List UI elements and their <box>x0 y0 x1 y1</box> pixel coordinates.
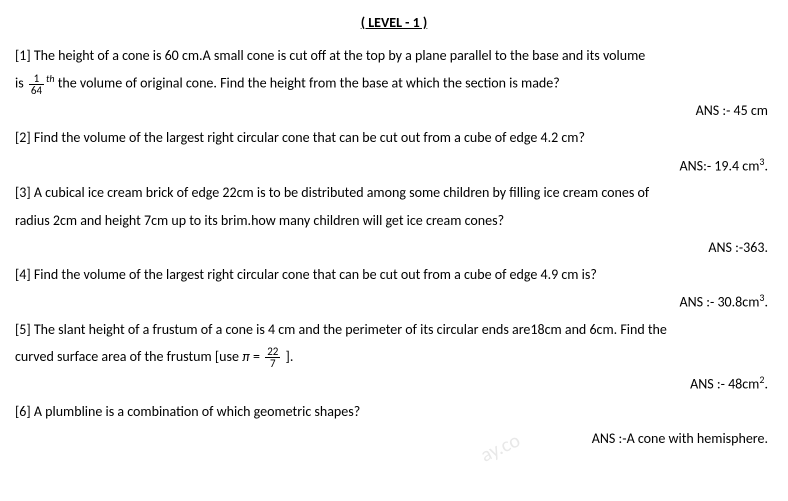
q1-sup: th <box>46 72 55 85</box>
q5-text: The slant height of a frustum of a cone … <box>34 321 667 338</box>
q3-num: [3] <box>15 184 31 201</box>
question-2: [2] Find the volume of the largest right… <box>15 125 773 150</box>
q1-l2-post: the volume of original cone. Find the he… <box>58 75 560 92</box>
q1-frac-den: 64 <box>29 85 44 96</box>
q5-l2-post: ]. <box>282 348 293 365</box>
question-1-line2: is 1 64 th the volume of original cone. … <box>15 70 773 96</box>
q2-num: [2] <box>15 129 31 146</box>
q4-text: Find the volume of the largest right cir… <box>34 266 597 283</box>
q5-num: [5] <box>15 321 31 338</box>
q6-num: [6] <box>15 403 31 420</box>
q3-text: A cubical ice cream brick of edge 22cm i… <box>34 184 649 201</box>
a5-post: . <box>764 376 768 393</box>
q1-l2-pre: is <box>15 75 24 92</box>
answer-6: ANS :-A cone with hemisphere. <box>15 426 773 451</box>
question-5: [5] The slant height of a frustum of a c… <box>15 317 773 342</box>
question-3: [3] A cubical ice cream brick of edge 22… <box>15 180 773 205</box>
q2-text: Find the volume of the largest right cir… <box>34 129 585 146</box>
q1-text: The height of a cone is 60 cm.A small co… <box>34 47 645 64</box>
q4-num: [4] <box>15 266 31 283</box>
q5-eq: = <box>250 348 263 365</box>
q1-num: [1] <box>15 47 31 64</box>
level-title: ( LEVEL - 1 ) <box>15 10 773 35</box>
q1-fraction: 1 64 <box>29 73 44 96</box>
q3-l2: radius 2cm and height 7cm up to its brim… <box>15 212 504 229</box>
question-6: [6] A plumbline is a combination of whic… <box>15 399 773 424</box>
q5-l2-pre: curved surface area of the frustum [use <box>15 348 242 365</box>
a4-post: . <box>764 294 768 311</box>
question-3-line2: radius 2cm and height 7cm up to its brim… <box>15 208 773 233</box>
question-5-line2: curved surface area of the frustum [use … <box>15 344 773 369</box>
answer-1: ANS :- 45 cm <box>15 98 773 123</box>
q5-fraction: 22 7 <box>265 346 280 369</box>
q5-pi: π <box>242 348 250 365</box>
a5-text: ANS :- 48cm <box>690 376 759 393</box>
a2-post: . <box>764 157 768 174</box>
answer-3: ANS :-363. <box>15 235 773 260</box>
a2-text: ANS:- 19.4 cm <box>680 157 760 174</box>
a4-text: ANS :- 30.8cm <box>680 294 760 311</box>
question-4: [4] Find the volume of the largest right… <box>15 262 773 287</box>
q6-text: A plumbline is a combination of which ge… <box>34 403 360 420</box>
answer-2: ANS:- 19.4 cm3. <box>15 153 773 179</box>
question-1: [1] The height of a cone is 60 cm.A smal… <box>15 43 773 68</box>
answer-5: ANS :- 48cm2. <box>15 371 773 397</box>
q5-frac-den: 7 <box>265 358 280 369</box>
answer-4: ANS :- 30.8cm3. <box>15 289 773 315</box>
